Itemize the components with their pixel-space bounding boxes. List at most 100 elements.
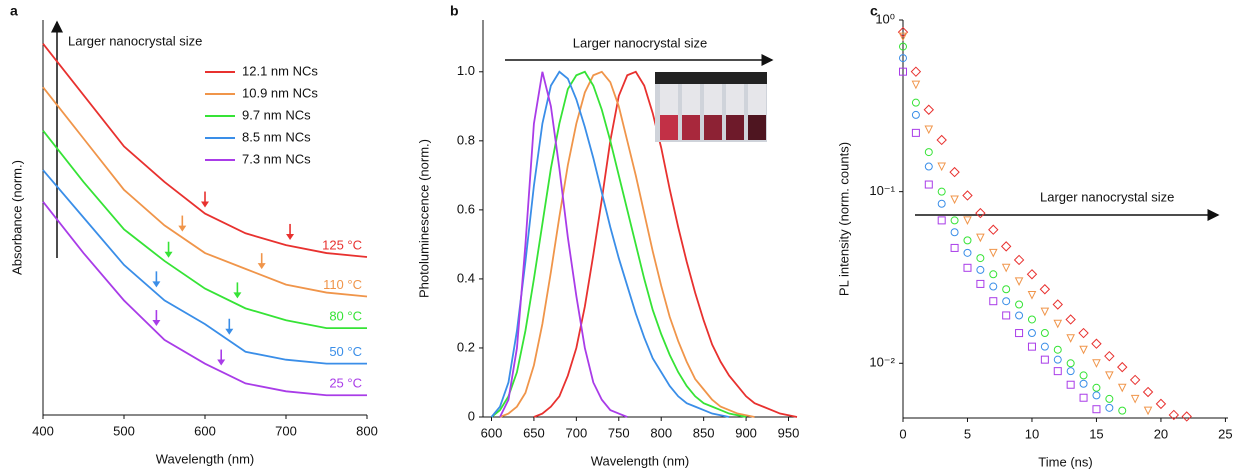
marker [1027,329,1036,338]
feature-arrow [152,310,161,327]
marker [1065,314,1076,325]
marker [1053,345,1062,354]
marker [1066,380,1075,389]
spectrum-line [499,71,628,418]
marker [1117,383,1127,393]
marker [937,199,946,208]
y-tick-label: 0.2 [457,339,475,354]
marker [1105,371,1114,381]
x-axis-label: Wavelength (nm) [156,451,255,466]
y-tick-label: 0.4 [457,270,475,285]
marker [1040,307,1050,317]
panel-letter: b [450,3,459,19]
feature-arrow [178,215,187,232]
marker [899,42,907,51]
marker [1040,355,1049,364]
marker [1053,367,1062,376]
marker [1092,383,1101,392]
x-tick-label: 650 [523,425,545,440]
feature-arrow [164,241,173,258]
series-end-label: 125 °C [322,237,362,252]
x-tick-label: 750 [608,425,630,440]
marker [1002,285,1011,294]
y-axis-label: Absorbance (norm.) [9,160,24,275]
marker [911,128,920,137]
marker [976,265,985,274]
y-axis-label: PL intensity (norm. counts) [836,142,851,296]
marker [963,216,972,226]
spectrum-line [42,201,367,397]
marker [1105,394,1114,403]
marker [950,228,959,237]
marker [1066,334,1075,343]
feature-arrow-head [178,225,187,232]
y-tick-label: 1.0 [457,63,475,78]
marker [924,148,933,157]
y-tick-label: 0.8 [457,132,475,147]
marker [937,162,946,172]
feature-arrow [201,191,209,208]
feature-arrow-head [217,359,226,366]
feature-arrow [257,253,266,270]
marker [976,233,985,243]
marker [923,104,935,115]
marker [949,166,960,178]
y-tick-label: 10⁰ [875,11,895,26]
marker [1130,394,1140,404]
marker [1027,315,1036,324]
x-axis-label: Wavelength (nm) [591,453,690,468]
marker [1078,327,1089,339]
marker [1040,329,1049,338]
x-tick-label: 800 [650,425,672,440]
y-axis-label: Photoluminescence (norm.) [416,139,431,298]
feature-arrow-head [233,292,242,299]
marker [1027,342,1036,351]
marker [924,162,933,171]
feature-arrow-head [286,233,295,240]
marker [1015,329,1024,338]
marker [963,263,972,272]
marker [937,187,946,196]
x-tick-label: 800 [356,423,378,438]
feature-arrow-head [152,281,161,288]
x-tick-label: 600 [481,425,503,440]
spectrum-line [499,70,755,418]
marker [976,254,985,263]
marker [1105,403,1114,412]
marker [1013,254,1025,266]
marker [950,216,959,225]
y-tick-label: 10⁻¹ [869,183,895,198]
marker [1092,359,1101,368]
legend-label: 8.5 nm NCs [242,129,311,144]
vial-inset [655,72,767,142]
marker [899,67,907,76]
marker [1066,367,1075,376]
marker [1092,405,1101,414]
series-end-label: 80 °C [329,309,362,324]
marker [1104,350,1115,362]
marker [899,54,907,63]
marker [1079,393,1088,402]
annotation: Larger nanocrystal size [1040,189,1174,204]
feature-arrow-head [152,320,161,327]
marker [1079,371,1088,380]
marker [1039,284,1051,295]
marker [1053,355,1062,364]
y-tick-label: 10⁻² [869,355,895,370]
marker [1000,241,1012,252]
marker [975,207,986,219]
marker [1118,406,1127,415]
x-tick-label: 950 [778,425,800,440]
feature-arrow [233,282,242,299]
x-tick-label: 0 [899,426,906,441]
marker [962,190,973,201]
spectrum-line [490,70,730,418]
marker [1040,342,1049,351]
marker [963,248,972,257]
feature-arrow [217,349,226,366]
marker [1002,311,1011,320]
legend-label: 9.7 nm NCs [242,107,311,122]
marker [937,216,946,225]
marker [911,110,920,119]
spectrum-line [533,70,798,418]
